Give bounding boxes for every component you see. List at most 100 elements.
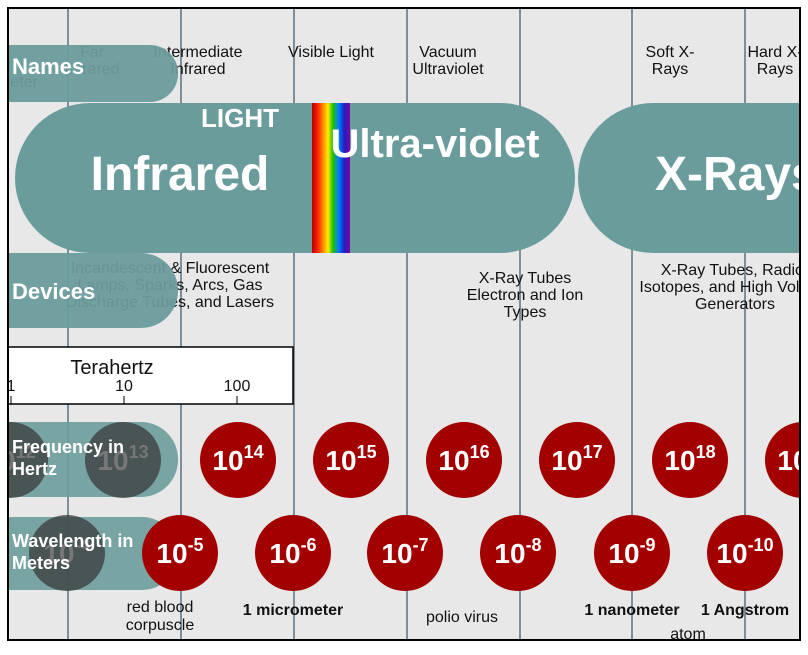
label-line: X-Ray Tubes, Radio- bbox=[661, 262, 808, 279]
label-line: Isotopes, and High Voltage bbox=[639, 279, 808, 296]
power-base: 10 bbox=[97, 445, 128, 476]
power-exponent: 18 bbox=[696, 442, 716, 462]
tick-label: 10 bbox=[115, 378, 133, 395]
power-label: 10-8 bbox=[494, 535, 541, 569]
power-base: 10 bbox=[156, 538, 187, 569]
label-line: atom bbox=[670, 626, 706, 643]
label-line: Ultraviolet bbox=[412, 61, 484, 78]
power-label: 10-4 bbox=[43, 535, 90, 569]
band-label: LIGHT bbox=[201, 103, 279, 133]
power-label: 1012 bbox=[0, 442, 36, 476]
power-label: 1017 bbox=[551, 442, 602, 476]
label-line: Types bbox=[504, 304, 547, 321]
power-label: 1013 bbox=[97, 442, 148, 476]
power-label: 1018 bbox=[664, 442, 715, 476]
label-line: 1 nanometer bbox=[584, 602, 679, 619]
power-exponent: -6 bbox=[301, 535, 317, 555]
power-base: 10 bbox=[551, 445, 582, 476]
terahertz-box bbox=[8, 346, 294, 405]
power-exponent: -5 bbox=[188, 535, 204, 555]
power-base: 10 bbox=[608, 538, 639, 569]
visible-rainbow bbox=[312, 103, 350, 253]
label-line: Hertz bbox=[12, 459, 57, 479]
label-line: Frequency in bbox=[12, 437, 124, 457]
power-exponent: 15 bbox=[357, 442, 377, 462]
label-line: Rays bbox=[757, 61, 793, 78]
label-line: Generators bbox=[695, 296, 775, 313]
label-line: Meters bbox=[12, 553, 70, 573]
power-circle bbox=[255, 515, 331, 591]
power-base: 10 bbox=[212, 445, 243, 476]
power-exponent: -4 bbox=[75, 535, 91, 555]
power-circle bbox=[426, 422, 502, 498]
terahertz-title: Terahertz bbox=[70, 357, 153, 379]
power-circle bbox=[200, 422, 276, 498]
label-line: Electron and Ion bbox=[467, 287, 584, 304]
power-exponent: -10 bbox=[748, 535, 774, 555]
power-exponent: -9 bbox=[640, 535, 656, 555]
label-line: Rays bbox=[652, 61, 688, 78]
power-label: 1019 bbox=[777, 442, 808, 476]
row-pill bbox=[8, 45, 178, 102]
power-circle bbox=[765, 422, 800, 498]
power-label: 10-6 bbox=[269, 535, 316, 569]
label-line: Vacuum bbox=[419, 44, 477, 61]
power-circle bbox=[707, 515, 783, 591]
label-line: Visible Light bbox=[288, 44, 375, 61]
row-pill bbox=[8, 253, 178, 328]
power-exponent: 12 bbox=[16, 442, 36, 462]
power-base: 10 bbox=[43, 538, 74, 569]
power-label: 1015 bbox=[325, 442, 376, 476]
power-exponent: 17 bbox=[583, 442, 603, 462]
label-line: corpuscle bbox=[126, 617, 195, 634]
band-label: Ultra-violet bbox=[331, 122, 540, 166]
power-base: 10 bbox=[325, 445, 356, 476]
label-line: red blood bbox=[127, 599, 194, 616]
power-label: 1016 bbox=[438, 442, 489, 476]
power-exponent: -8 bbox=[526, 535, 542, 555]
power-label: 10-10 bbox=[716, 535, 773, 569]
power-label: 10-7 bbox=[381, 535, 428, 569]
label-line: Hard X- bbox=[747, 44, 802, 61]
power-label: 1014 bbox=[212, 442, 263, 476]
power-base: 10 bbox=[269, 538, 300, 569]
power-base: 10 bbox=[777, 445, 808, 476]
label-line: X-Ray Tubes bbox=[479, 270, 571, 287]
xray-band bbox=[578, 103, 800, 253]
frame bbox=[7, 7, 801, 641]
power-circle bbox=[29, 515, 105, 591]
power-circle bbox=[594, 515, 670, 591]
power-circle bbox=[313, 422, 389, 498]
power-base: 10 bbox=[0, 445, 16, 476]
power-circle bbox=[652, 422, 728, 498]
power-label: 10-9 bbox=[608, 535, 655, 569]
label-line: polio virus bbox=[426, 609, 498, 626]
power-exponent: 13 bbox=[129, 442, 149, 462]
label-line: Wavelength in bbox=[12, 531, 133, 551]
band-label: X-Rays bbox=[655, 148, 808, 201]
label-line: Soft X- bbox=[646, 44, 695, 61]
power-circle bbox=[8, 422, 48, 498]
row-label: Devices bbox=[12, 279, 95, 304]
tick-label: 1 bbox=[7, 378, 16, 395]
power-label: 10-5 bbox=[156, 535, 203, 569]
label-line: 1 micrometer bbox=[243, 602, 344, 619]
power-exponent: 16 bbox=[470, 442, 490, 462]
power-base: 10 bbox=[494, 538, 525, 569]
power-circle bbox=[480, 515, 556, 591]
power-base: 10 bbox=[664, 445, 695, 476]
power-exponent: 14 bbox=[244, 442, 264, 462]
power-base: 10 bbox=[438, 445, 469, 476]
power-exponent: -7 bbox=[413, 535, 429, 555]
row-label: Names bbox=[12, 54, 84, 79]
label-line: 1 Angstrom bbox=[701, 602, 789, 619]
power-base: 10 bbox=[381, 538, 412, 569]
label-line: Intermediate bbox=[154, 44, 243, 61]
power-circle bbox=[142, 515, 218, 591]
power-circle bbox=[85, 422, 161, 498]
content: MillimeterFarInfraredIntermediateInfrare… bbox=[0, 8, 808, 643]
power-circle bbox=[367, 515, 443, 591]
label-line: Infrared bbox=[170, 61, 225, 78]
band-label: Infrared bbox=[91, 148, 270, 201]
